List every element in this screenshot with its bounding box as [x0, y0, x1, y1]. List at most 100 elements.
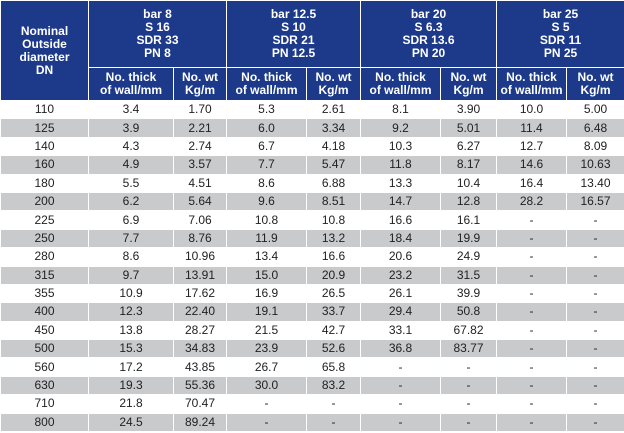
- value-cell: 50.8: [440, 302, 497, 322]
- header-line: No. thick: [375, 70, 426, 84]
- value-cell: 2.21: [173, 118, 227, 138]
- value-cell: 3.57: [173, 155, 227, 175]
- value-cell: 36.8: [360, 339, 441, 359]
- value-cell: -: [565, 412, 624, 433]
- value-cell: 31.5: [440, 265, 497, 285]
- value-cell: -: [565, 283, 624, 304]
- dn-cell: 355: [0, 283, 89, 304]
- value-cell: -: [496, 210, 567, 230]
- value-cell: -: [306, 412, 361, 433]
- value-cell: 21.5: [226, 320, 307, 341]
- corner-header: Nominal Outside diameter DN: [0, 0, 89, 101]
- value-cell: -: [496, 412, 567, 433]
- table-row: 160 4.9 3.57 7.7 5.47 11.8 8.17 14.6 10.63: [0, 155, 624, 175]
- sub-header: No. wt Kg/m: [565, 67, 624, 101]
- value-cell: 8.51: [306, 191, 361, 212]
- value-cell: 11.4: [496, 118, 567, 138]
- table-row: 225 6.9 7.06 10.8 10.8 16.6 16.1- -: [0, 210, 624, 230]
- table-row: 200 6.2 5.64 9.6 8.51 14.7 12.8 28.2 16.57: [0, 191, 624, 212]
- value-cell: 8.76: [173, 228, 227, 249]
- value-cell: -: [496, 339, 567, 359]
- value-cell: 16.57: [565, 191, 624, 212]
- table-row: 630 19.3 55.36 30.0 83.2- - - -: [0, 375, 624, 396]
- value-cell: -: [565, 320, 624, 341]
- header-line: DN: [35, 62, 54, 77]
- value-cell: 13.40: [565, 173, 624, 193]
- value-cell: 16.4: [496, 173, 567, 193]
- dn-cell: 560: [0, 357, 89, 377]
- table-row: 125 3.9 2.21 6.0 3.34 9.2 5.01 11.4 6.48: [0, 118, 624, 138]
- sub-header: No. wt Kg/m: [440, 67, 497, 101]
- value-cell: 18.4: [360, 228, 441, 249]
- value-cell: 43.85: [173, 357, 227, 377]
- value-cell: 16.9: [226, 283, 307, 304]
- value-cell: -: [360, 412, 441, 433]
- group-header: bar 20 S 6.3 SDR 13.6 PN 20: [360, 0, 497, 68]
- value-cell: 17.62: [173, 283, 227, 304]
- value-cell: 10.3: [360, 136, 441, 157]
- header-line: SDR 33: [136, 33, 179, 47]
- dn-cell: 800: [0, 412, 89, 433]
- value-cell: 30.0: [226, 375, 307, 396]
- value-cell: -: [496, 375, 567, 396]
- header-line: bar 20: [410, 7, 447, 21]
- table-row: 140 4.3 2.74 6.7 4.18 10.3 6.27 12.7 8.09: [0, 136, 624, 157]
- value-cell: 10.63: [565, 155, 624, 175]
- value-cell: 83.77: [440, 339, 497, 359]
- value-cell: -: [565, 375, 624, 396]
- value-cell: 14.6: [496, 155, 567, 175]
- value-cell: 65.8: [306, 357, 361, 377]
- value-cell: 8.09: [565, 136, 624, 157]
- value-cell: 1.70: [173, 99, 227, 120]
- header-line: diameter: [19, 49, 70, 64]
- value-cell: -: [565, 394, 624, 414]
- dn-cell: 160: [0, 155, 89, 175]
- value-cell: 19.3: [88, 375, 174, 396]
- value-cell: -: [565, 265, 624, 285]
- header-line: S 5: [551, 20, 570, 34]
- table-row: 110 3.4 1.70 5.3 2.61 8.1 3.90 10.0 5.00: [0, 99, 624, 120]
- header-line: No. wt: [315, 70, 352, 84]
- value-cell: 3.34: [306, 118, 361, 138]
- sub-header: No. wt Kg/m: [173, 67, 227, 101]
- value-cell: 9.2: [360, 118, 441, 138]
- value-cell: 28.27: [173, 320, 227, 341]
- group-header: bar 12.5 S 10 SDR 21 PN 12.5: [226, 0, 361, 68]
- sub-header: No. thick of wall/mm: [226, 67, 307, 101]
- table-row: 800 24.5 89.24- - - - - -: [0, 412, 624, 433]
- value-cell: 10.8: [226, 210, 307, 230]
- value-cell: 5.3: [226, 99, 307, 120]
- value-cell: 26.7: [226, 357, 307, 377]
- header-line: Outside: [22, 36, 67, 51]
- header-line: SDR 21: [272, 33, 315, 47]
- value-cell: -: [496, 228, 567, 249]
- value-cell: 33.1: [360, 320, 441, 341]
- value-cell: -: [360, 375, 441, 396]
- value-cell: 13.3: [360, 173, 441, 193]
- table-row: 400 12.3 22.40 19.1 33.7 29.4 50.8- -: [0, 302, 624, 322]
- value-cell: 83.2: [306, 375, 361, 396]
- header-line: of wall/mm: [500, 83, 563, 97]
- value-cell: 16.6: [306, 247, 361, 267]
- value-cell: 10.8: [306, 210, 361, 230]
- table-row: 560 17.2 43.85 26.7 65.8- - - -: [0, 357, 624, 377]
- table-row: 280 8.6 10.96 13.4 16.6 20.6 24.9- -: [0, 247, 624, 267]
- value-cell: 52.6: [306, 339, 361, 359]
- value-cell: 21.8: [88, 394, 174, 414]
- dn-cell: 315: [0, 265, 89, 285]
- sub-header: No. wt Kg/m: [306, 67, 361, 101]
- header-line: SDR 13.6: [402, 33, 455, 47]
- value-cell: -: [565, 210, 624, 230]
- sub-header: No. thick of wall/mm: [496, 67, 567, 101]
- value-cell: 5.01: [440, 118, 497, 138]
- dn-cell: 180: [0, 173, 89, 193]
- value-cell: 15.3: [88, 339, 174, 359]
- value-cell: 6.27: [440, 136, 497, 157]
- value-cell: -: [440, 357, 497, 377]
- header-line: of wall/mm: [99, 83, 162, 97]
- table-row: 710 21.8 70.47- - - - - -: [0, 394, 624, 414]
- dn-cell: 140: [0, 136, 89, 157]
